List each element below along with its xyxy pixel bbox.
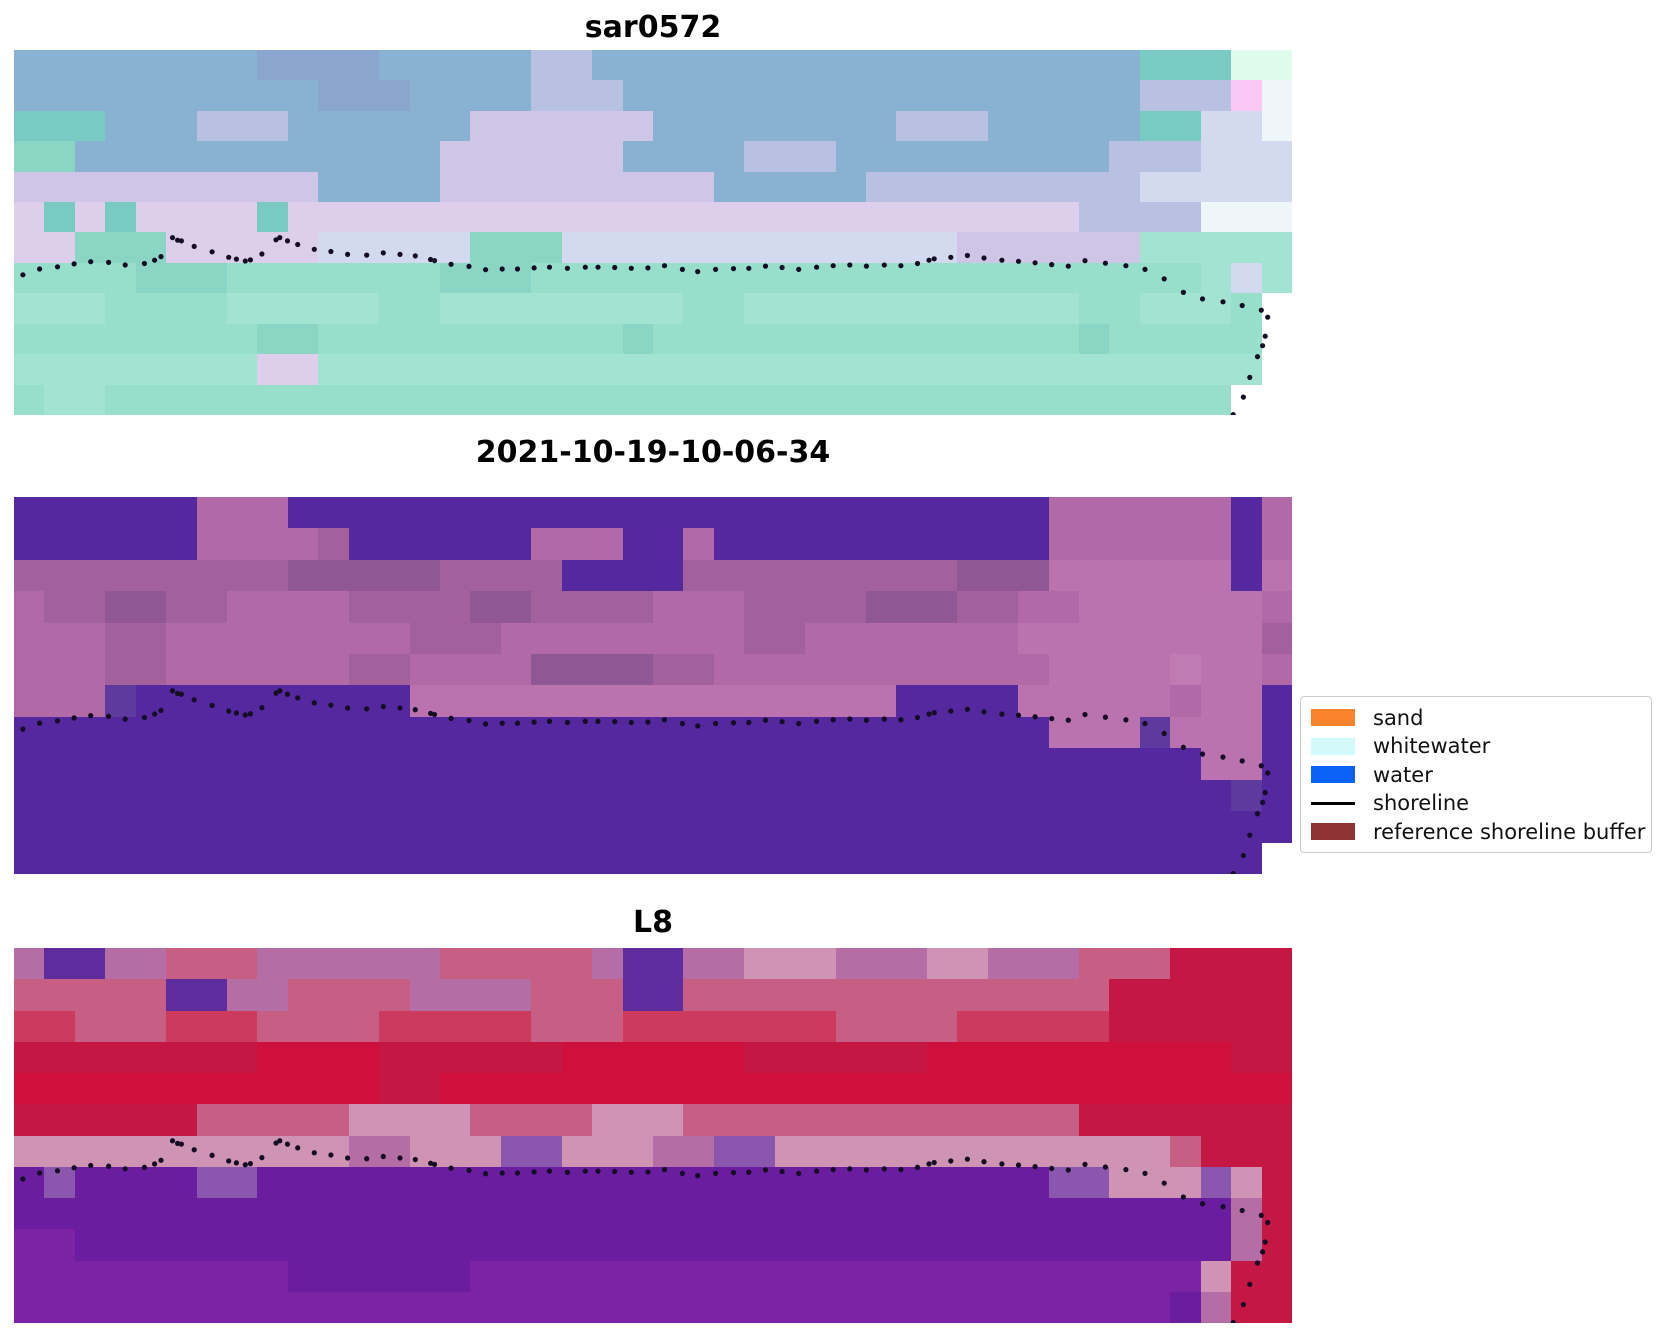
legend-label: shoreline	[1373, 791, 1470, 815]
whitewater-swatch	[1311, 737, 1355, 755]
legend-item-sand: sand	[1311, 704, 1641, 731]
panel-l8	[14, 948, 1292, 1323]
classified-pixel-image	[14, 497, 1292, 874]
legend-item-reference-shoreline-buffer: reference shoreline buffer	[1311, 818, 1645, 845]
reference-shoreline-buffer-swatch	[1311, 823, 1355, 840]
panel-classified	[14, 497, 1292, 874]
panel-sar0572	[14, 50, 1292, 415]
l8-pixel-image	[14, 948, 1292, 1323]
shoreline-dots-overlay	[20, 688, 1271, 874]
legend-item-water: water	[1311, 761, 1641, 788]
panel-title-classified: 2021-10-19-10-06-34	[475, 435, 831, 470]
sar0572-pixel-image	[14, 50, 1292, 415]
legend-label: water	[1373, 762, 1433, 787]
legend-item-shoreline: shoreline	[1311, 790, 1641, 817]
legend-label: reference shoreline buffer	[1373, 819, 1646, 844]
shoreline-line-swatch	[1311, 801, 1355, 805]
legend-label: sand	[1373, 705, 1424, 730]
shoreline-dots-overlay	[20, 235, 1271, 415]
legend-label: whitewater	[1373, 734, 1491, 758]
legend-item-whitewater: whitewater	[1311, 733, 1641, 760]
shoreline-dots-overlay	[20, 1138, 1271, 1323]
panel-title-l8: L8	[633, 905, 673, 940]
water-swatch	[1311, 766, 1355, 783]
panel-title-sar0572: sar0572	[584, 10, 722, 45]
legend-box: sand whitewater water shoreline referenc…	[1300, 696, 1652, 853]
sand-swatch	[1311, 709, 1355, 726]
